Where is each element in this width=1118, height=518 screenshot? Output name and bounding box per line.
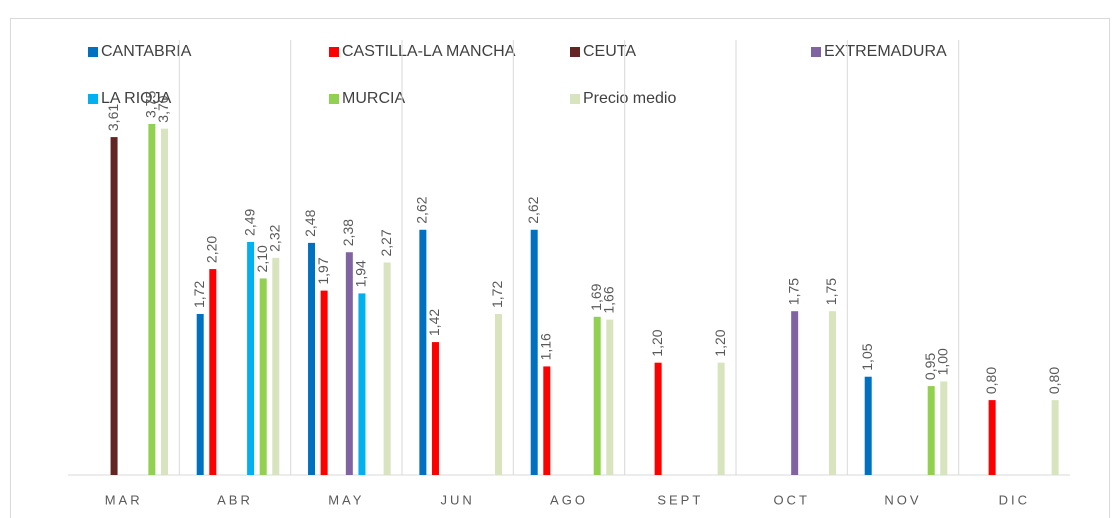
legend-label: LA RIOJA xyxy=(101,90,172,107)
data-label: 1,20 xyxy=(649,329,665,356)
bar xyxy=(308,242,316,475)
data-label: 3,70 xyxy=(155,95,171,122)
bar xyxy=(259,278,267,475)
data-label: 2,20 xyxy=(204,236,220,263)
legend-label: MURCIA xyxy=(342,90,405,107)
data-label: 3,75 xyxy=(143,91,159,118)
legend-label: EXTREMADURA xyxy=(824,43,947,60)
data-label: 1,16 xyxy=(538,333,554,360)
bar xyxy=(148,124,156,475)
bar xyxy=(606,319,614,475)
x-tick-label: MAY xyxy=(328,492,364,507)
x-tick-label: JUN xyxy=(441,492,475,507)
x-tick-label: NOV xyxy=(884,492,921,507)
bar xyxy=(717,362,725,475)
legend-swatch xyxy=(570,94,580,104)
legend-label: CASTILLA-LA MANCHA xyxy=(342,43,516,60)
data-label: 2,62 xyxy=(525,196,541,223)
legend-swatch xyxy=(329,94,339,104)
data-label: 0,80 xyxy=(983,367,999,394)
data-label: 1,66 xyxy=(601,286,617,313)
data-label: 1,97 xyxy=(315,257,331,284)
bar xyxy=(209,269,217,475)
bar xyxy=(196,314,204,475)
legend-label: Precio medio xyxy=(583,90,676,107)
data-label: 1,75 xyxy=(785,278,801,305)
data-label: 1,94 xyxy=(353,260,369,287)
bar xyxy=(272,257,280,475)
x-tick-label: AGO xyxy=(550,492,588,507)
data-label: 1,05 xyxy=(859,343,875,370)
data-label: 2,48 xyxy=(302,209,318,236)
data-label: 2,32 xyxy=(267,224,283,251)
bar xyxy=(247,241,255,475)
bar xyxy=(864,376,872,475)
bar xyxy=(160,128,168,475)
data-label: 1,00 xyxy=(935,348,951,375)
data-label: 1,72 xyxy=(191,281,207,308)
legend-swatch xyxy=(329,47,339,57)
bar xyxy=(988,400,996,475)
legend-swatch xyxy=(88,94,98,104)
x-tick-label: MAR xyxy=(105,492,143,507)
bar xyxy=(791,311,799,475)
bar xyxy=(383,262,391,475)
data-label: 1,72 xyxy=(489,281,505,308)
bar xyxy=(927,386,935,475)
data-label: 2,27 xyxy=(378,229,394,256)
bar xyxy=(345,252,353,475)
legend-label: CEUTA xyxy=(583,43,636,60)
legend-swatch xyxy=(88,47,98,57)
data-label: 1,69 xyxy=(588,283,604,310)
bar xyxy=(654,362,662,475)
x-tick-label: OCT xyxy=(773,492,809,507)
legend-label: CANTABRIA xyxy=(101,43,192,60)
bar xyxy=(543,366,551,475)
bar xyxy=(1051,400,1059,475)
data-label: 2,49 xyxy=(241,208,257,235)
legend-swatch xyxy=(570,47,580,57)
data-label: 0,95 xyxy=(922,353,938,380)
data-label: 2,62 xyxy=(414,196,430,223)
data-label: 1,75 xyxy=(823,278,839,305)
bar xyxy=(940,381,948,475)
data-label: 2,38 xyxy=(340,219,356,246)
bar xyxy=(828,311,836,475)
legend-swatch xyxy=(811,47,821,57)
x-tick-label: DIC xyxy=(999,492,1030,507)
bar xyxy=(320,290,328,475)
chart-border xyxy=(10,18,1110,518)
bar xyxy=(431,342,439,475)
data-label: 3,61 xyxy=(105,104,121,131)
x-tick-label: SEPT xyxy=(657,492,703,507)
data-label: 0,80 xyxy=(1046,367,1062,394)
bar xyxy=(593,316,601,475)
bar xyxy=(494,314,502,475)
bar xyxy=(110,137,118,475)
bar xyxy=(530,229,538,475)
x-tick-label: ABR xyxy=(217,492,253,507)
bar xyxy=(419,229,427,475)
data-label: 1,20 xyxy=(712,329,728,356)
data-label: 1,42 xyxy=(426,309,442,336)
bar xyxy=(358,293,366,475)
data-label: 2,10 xyxy=(254,245,270,272)
